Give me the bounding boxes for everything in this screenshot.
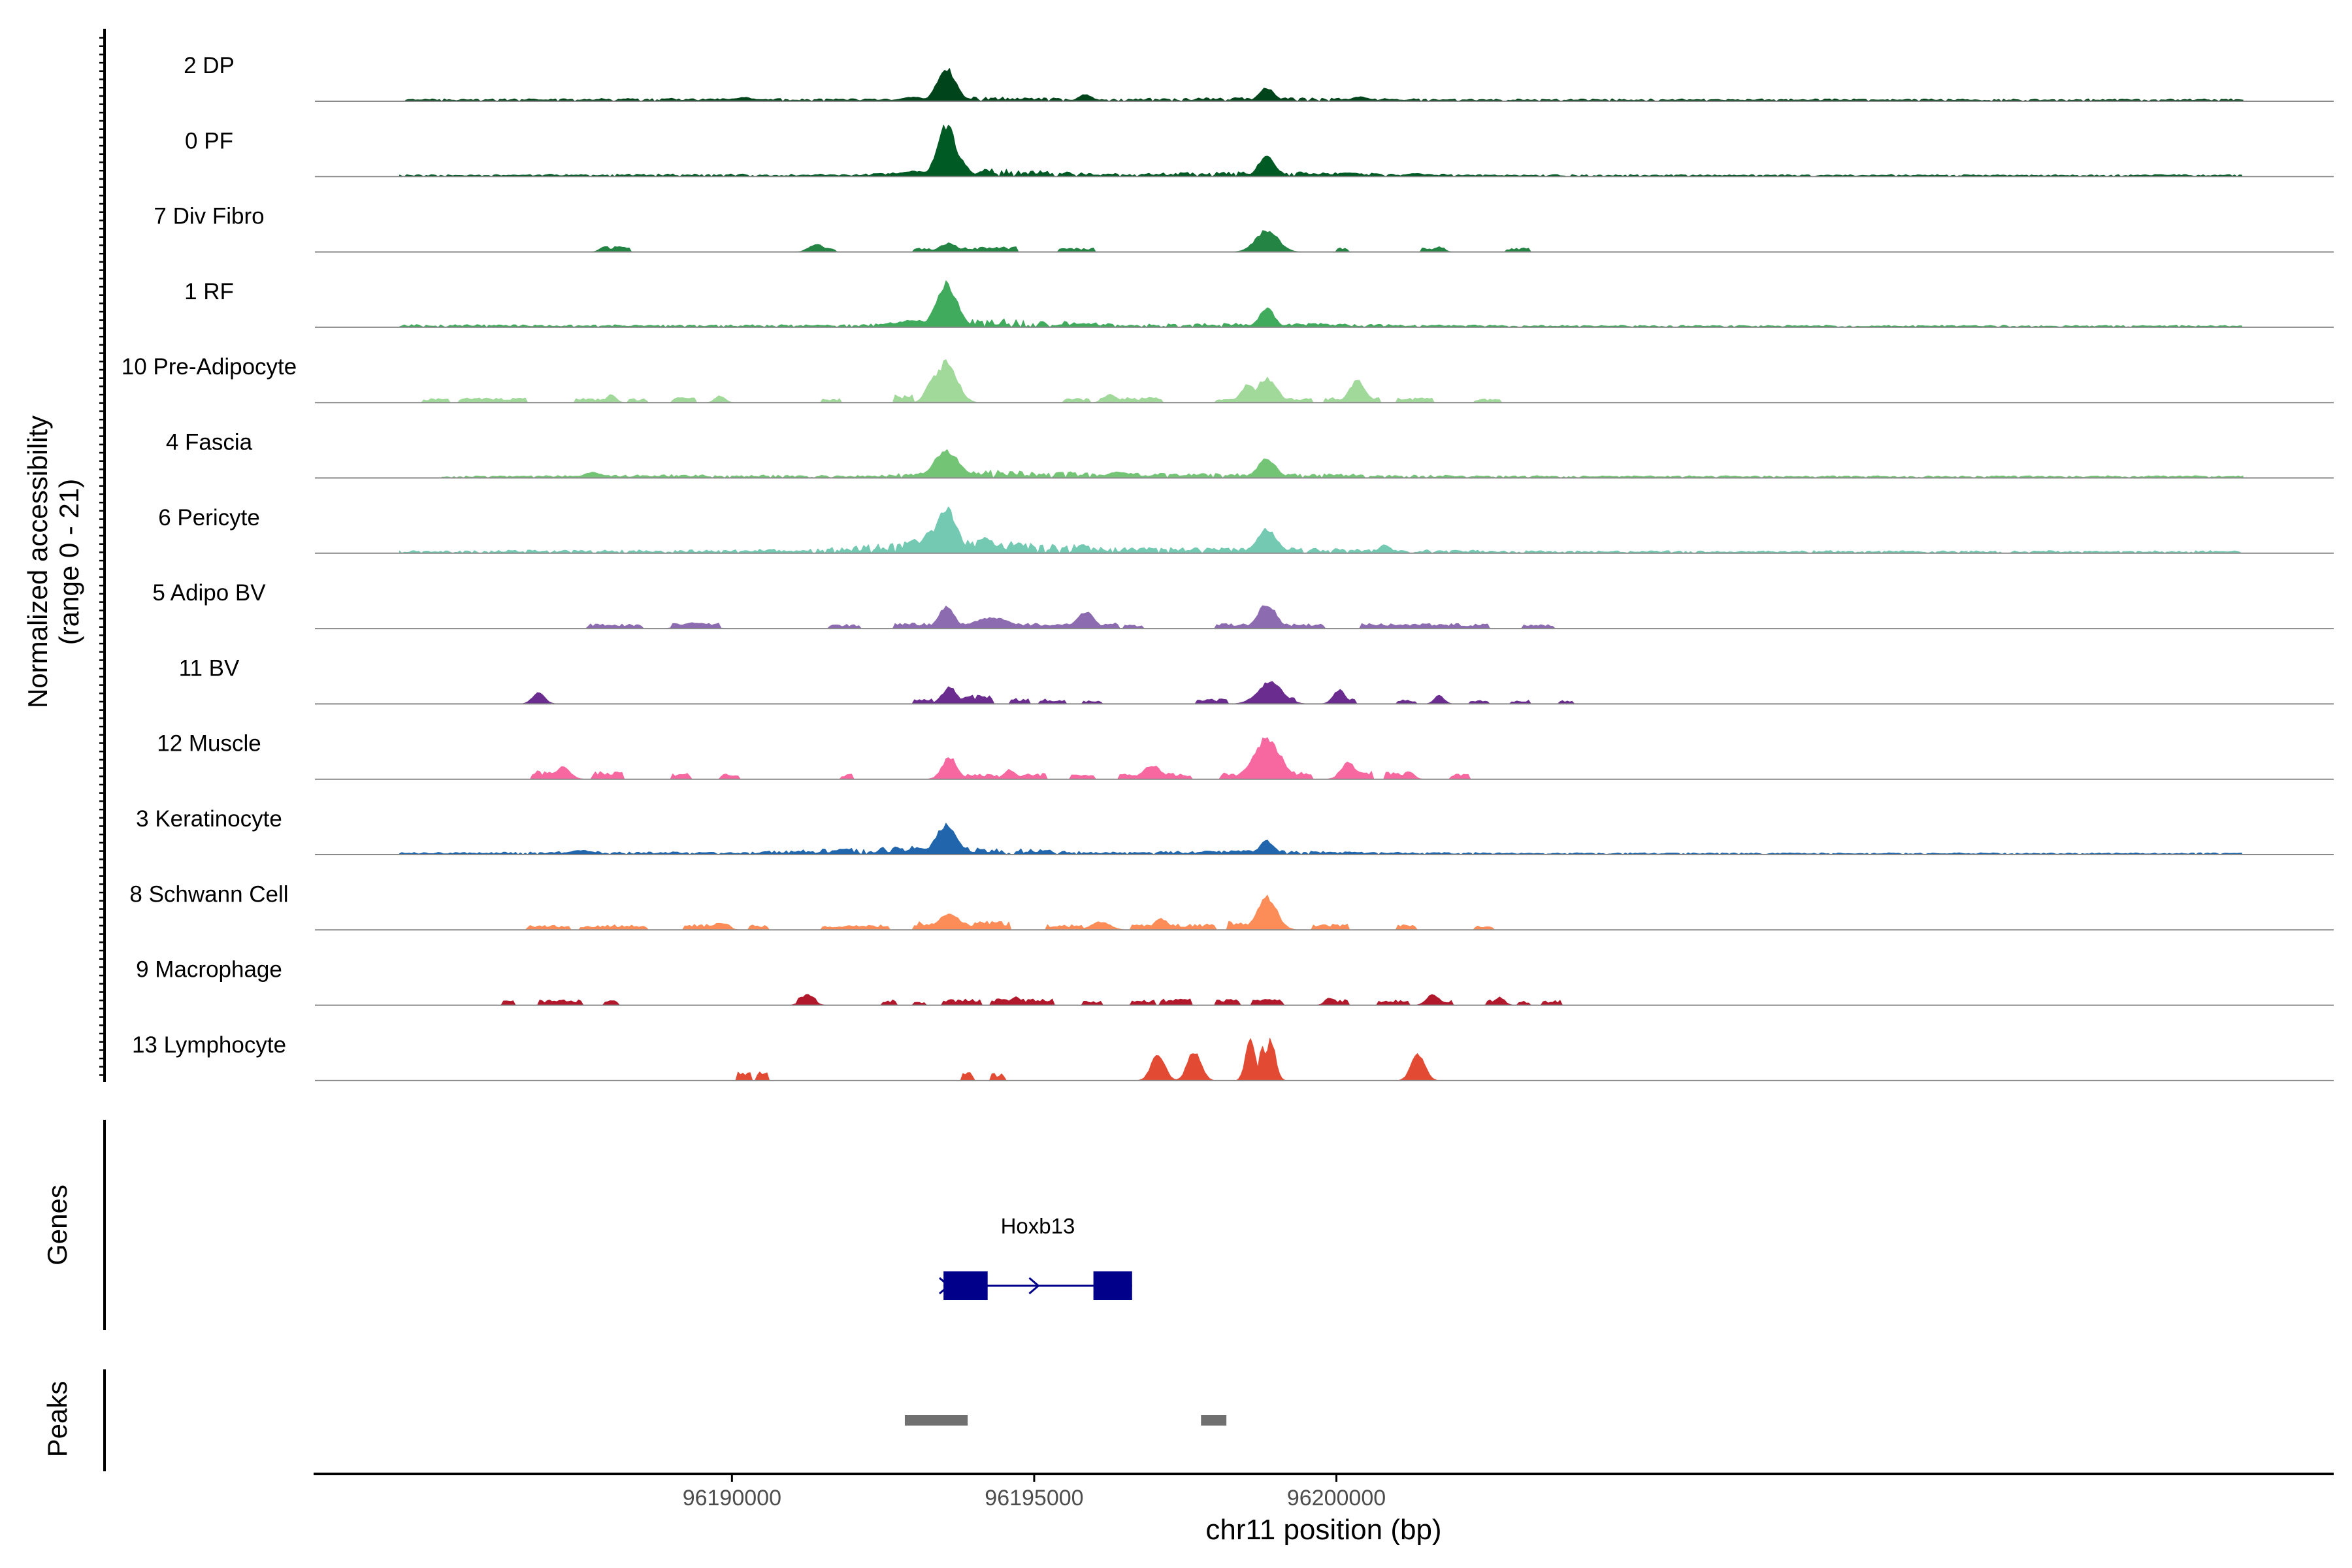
track-label: 1 RF <box>184 279 234 304</box>
peak-region <box>904 1415 968 1426</box>
strand-arrow <box>939 1277 951 1295</box>
coverage-tracks: 2 DP 0 PF 7 Div Fibro 1 RF 10 Pre-Adipocyte 4… <box>122 53 2334 1081</box>
track-label: 0 PF <box>185 128 233 154</box>
x-axis-title: chr11 position (bp) <box>1205 1514 1441 1546</box>
coverage-area <box>399 506 2242 554</box>
peaks-panel-label: Peaks <box>42 1381 73 1458</box>
track-label: 5 Adipo BV <box>152 580 266 606</box>
genes-panel-label: Genes <box>42 1184 73 1266</box>
track-label: 6 Pericyte <box>158 505 260 531</box>
track-label: 8 Schwann Cell <box>129 881 288 907</box>
peak-region <box>1201 1415 1227 1426</box>
track-label: 13 Lymphocyte <box>132 1032 286 1058</box>
track-3-keratinocyte: 3 Keratinocyte <box>136 806 2334 855</box>
track-12-muscle: 12 Muscle <box>157 731 2334 780</box>
track-0-pf: 0 PF <box>185 124 2334 178</box>
peak-track <box>904 1415 1227 1426</box>
gene-label-hoxb13: Hoxb13 <box>1001 1214 1075 1238</box>
track-label: 4 Fascia <box>166 430 253 455</box>
coverage-area <box>405 68 2244 102</box>
track-13-lymphocyte: 13 Lymphocyte <box>132 1032 2334 1081</box>
gene-track <box>939 1271 1132 1300</box>
track-1-rf: 1 RF <box>184 279 2334 328</box>
track-10-pre-adipocyte: 10 Pre-Adipocyte <box>122 354 2334 404</box>
x-tick-label: 96200000 <box>1287 1486 1386 1511</box>
track-9-macrophage: 9 Macrophage <box>136 957 2334 1006</box>
track-label: 9 Macrophage <box>136 957 282 983</box>
y-axis-title-range: (range 0 - 21) <box>54 479 84 645</box>
track-label: 7 Div Fibro <box>154 204 264 229</box>
track-4-fascia: 4 Fascia <box>166 430 2334 479</box>
gene-exon <box>943 1271 988 1300</box>
track-label: 3 Keratinocyte <box>136 806 282 832</box>
coverage-area <box>399 280 2242 328</box>
track-11-bv: 11 BV <box>179 655 2334 705</box>
x-tick-label: 96190000 <box>683 1486 781 1511</box>
x-tick-label: 96195000 <box>985 1486 1083 1511</box>
coverage-area <box>399 124 2242 177</box>
y-axis-title: Normalized accessibility <box>22 416 53 708</box>
track-label: 11 BV <box>179 655 240 681</box>
track-2-dp: 2 DP <box>184 53 2334 102</box>
track-8-schwann-cell: 8 Schwann Cell <box>129 881 2334 931</box>
coverage-area <box>441 449 2244 478</box>
strand-arrow <box>1028 1277 1040 1295</box>
track-7-div-fibro: 7 Div Fibro <box>154 204 2334 253</box>
track-6-pericyte: 6 Pericyte <box>158 505 2334 554</box>
track-label: 12 Muscle <box>157 731 261 757</box>
x-axis-ticks: 96190000 96195000 96200000 <box>683 1474 1386 1511</box>
gene-exon <box>1093 1271 1132 1300</box>
track-5-adipo-bv: 5 Adipo BV <box>152 580 2334 630</box>
coverage-axis-ticks <box>99 37 105 1076</box>
track-label: 2 DP <box>184 53 235 78</box>
coverage-area <box>399 823 2242 855</box>
track-label: 10 Pre-Adipocyte <box>122 354 297 380</box>
